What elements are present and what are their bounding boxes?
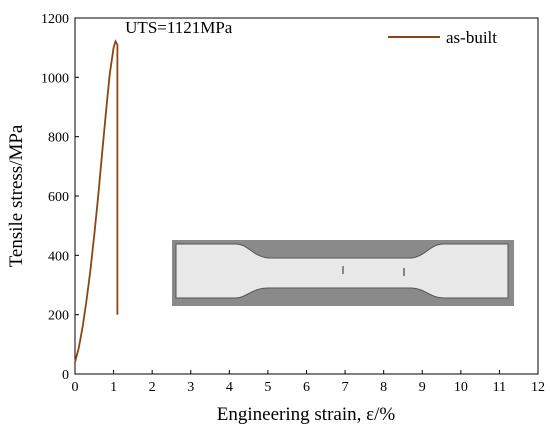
legend: as-built	[388, 28, 497, 47]
x-tick-label: 8	[380, 380, 387, 395]
series-group	[74, 39, 119, 363]
specimen-photo	[172, 240, 514, 306]
x-tick-label: 9	[419, 380, 426, 395]
x-tick-label: 4	[226, 380, 233, 395]
y-axis-ticks: 0 200 400 600 800 1000 1200	[41, 12, 79, 383]
x-tick-label: 11	[493, 380, 506, 395]
x-tick-label: 6	[303, 380, 310, 395]
specimen-shape	[175, 243, 509, 299]
series-line-as-built	[74, 39, 119, 363]
y-tick-label: 800	[48, 131, 69, 146]
y-tick-label: 1200	[41, 12, 69, 27]
y-tick-label: 400	[48, 249, 69, 264]
y-tick-label: 1000	[41, 71, 69, 86]
x-tick-label: 10	[454, 380, 468, 395]
uts-annotation: UTS=1121MPa	[125, 18, 233, 37]
x-tick-label: 0	[72, 380, 79, 395]
x-tick-label: 7	[342, 380, 349, 395]
plot-frame	[74, 17, 539, 375]
x-axis-ticks: 0 1 2 3 4 5 6 7 8 9 10 11 12	[72, 370, 545, 395]
x-tick-label: 5	[264, 380, 271, 395]
legend-label-as-built: as-built	[446, 28, 497, 47]
x-tick-label: 1	[110, 380, 117, 395]
y-tick-label: 0	[62, 368, 69, 383]
x-axis-title: Engineering strain, ε/%	[217, 404, 396, 425]
x-tick-label: 12	[531, 380, 545, 395]
y-tick-label: 600	[48, 190, 69, 205]
y-tick-label: 200	[48, 309, 69, 324]
x-tick-label: 2	[149, 380, 156, 395]
x-tick-label: 3	[187, 380, 194, 395]
y-axis-title: Tensile stress/MPa	[6, 124, 27, 267]
